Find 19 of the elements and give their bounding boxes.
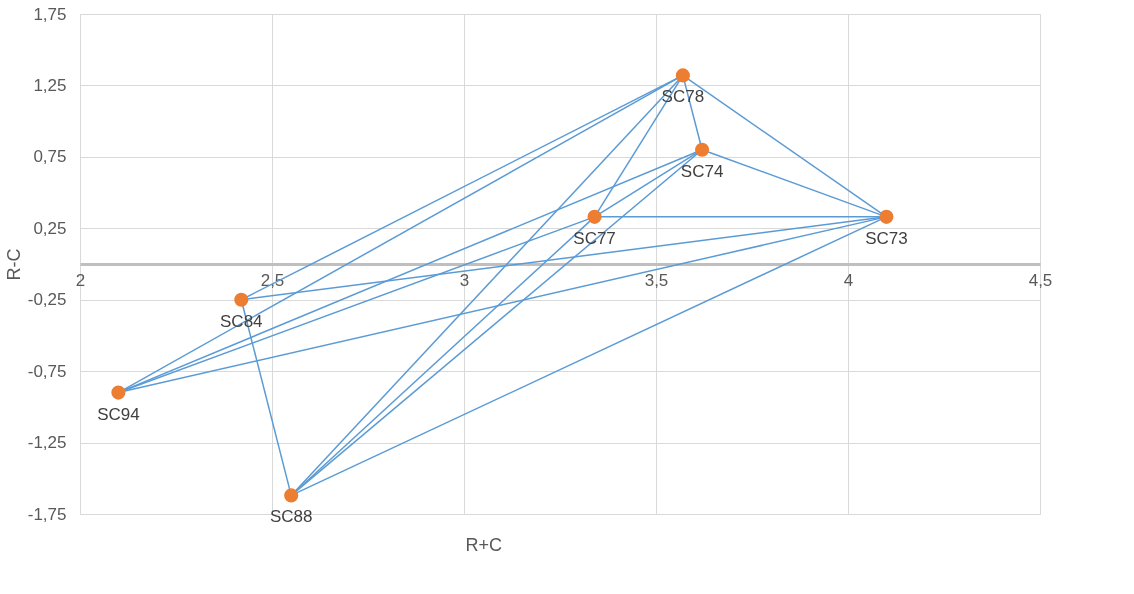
y-tick-label: -1,25 <box>27 433 67 453</box>
annotation: SC73 <box>865 228 908 248</box>
annotation: SC94 <box>97 404 140 424</box>
x-tick-label: 2 <box>75 270 86 290</box>
x-tick-label: 4 <box>843 270 854 290</box>
y-tick-label: -1,75 <box>27 504 67 524</box>
x-tick-label: 4,5 <box>1028 270 1053 290</box>
y-tick-label: 0,25 <box>33 218 67 238</box>
annotation: SC74 <box>680 161 724 181</box>
x-tick-label: 3 <box>459 270 470 290</box>
x-tick-label: 3,5 <box>644 270 669 290</box>
y-tick-label: 1,25 <box>33 75 67 95</box>
y-tick-label: -0,25 <box>27 290 67 310</box>
y-tick-label: -0,75 <box>27 361 67 381</box>
annotation: SC88 <box>269 507 313 527</box>
y-tick-label: 1,75 <box>33 4 67 24</box>
y-axis-title: R-C <box>3 248 24 281</box>
y-tick-label: 0,75 <box>33 147 67 167</box>
x-axis-title: R+C <box>465 534 502 555</box>
